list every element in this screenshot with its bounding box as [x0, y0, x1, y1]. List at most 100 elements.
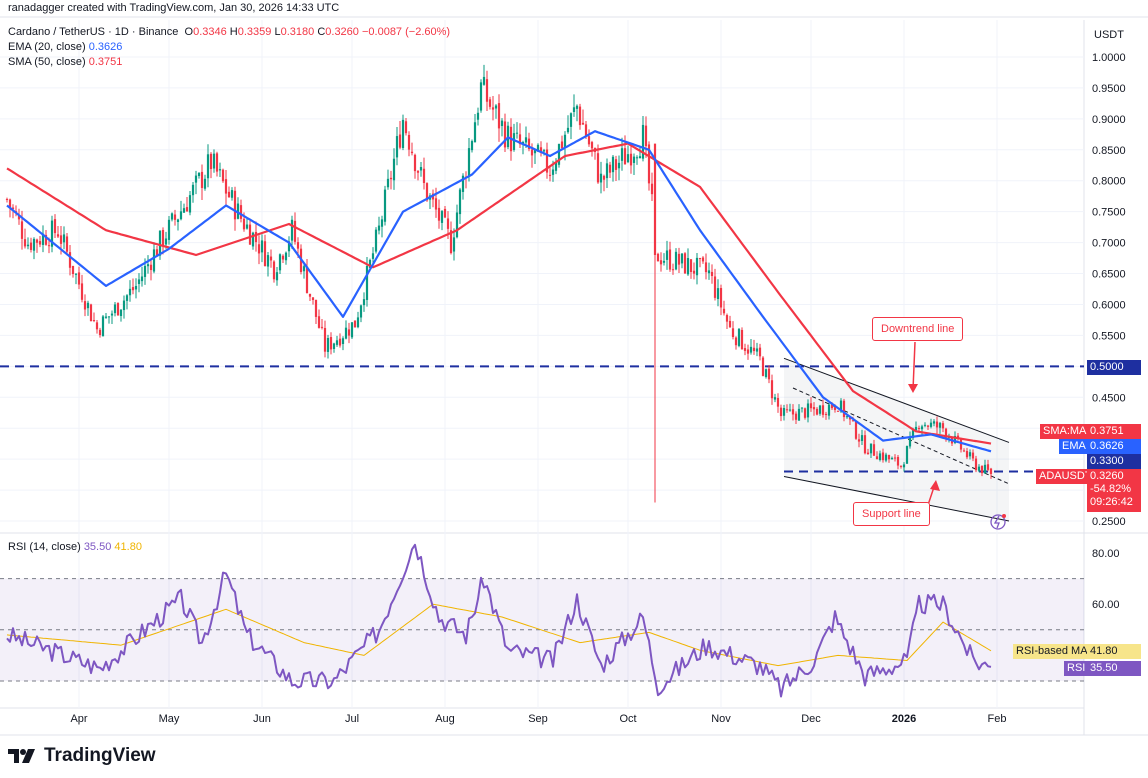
candle-body [161, 229, 165, 247]
candle-body [359, 305, 363, 318]
candle-body [125, 295, 129, 301]
candle-body [641, 124, 645, 159]
candle-body [158, 230, 162, 256]
candle-body [563, 134, 567, 147]
candle-body [875, 456, 879, 460]
time-axis-label: 2026 [892, 713, 916, 725]
candle-body [635, 157, 639, 159]
candle-body [155, 249, 159, 256]
candle-body [887, 455, 891, 460]
low-label: L [274, 26, 281, 38]
candle-body [902, 464, 906, 468]
sma-tag-value: 0.3751 [1087, 424, 1141, 439]
candle-body [827, 404, 831, 416]
alert-dot [1002, 514, 1006, 518]
candle-body [494, 105, 498, 109]
candle-body [380, 219, 384, 227]
candle-body [686, 258, 690, 275]
rsi-ma-tag-label: RSI-based MA [1013, 644, 1091, 659]
support-callout[interactable]: Support line [853, 502, 930, 526]
candle-body [206, 154, 210, 179]
candle-body [101, 316, 105, 337]
rsi-legend[interactable]: RSI (14, close) 35.50 41.80 [8, 541, 142, 553]
candle-body [929, 422, 933, 427]
candle-body [116, 303, 120, 316]
ema-legend[interactable]: EMA (20, close) 0.3626 [8, 41, 122, 53]
candle-body [164, 238, 168, 245]
candle-body [233, 190, 237, 220]
symbol-legend: Cardano / TetherUS · 1D · Binance O0.334… [8, 26, 450, 38]
downtrend-callout[interactable]: Downtrend line [872, 317, 964, 341]
candle-body [143, 265, 147, 277]
candle-body [62, 234, 66, 243]
candle-body [881, 452, 885, 461]
candle-body [656, 253, 660, 262]
candle-body [128, 288, 132, 296]
candle-body [941, 423, 945, 429]
candle-body [5, 199, 9, 201]
candle-body [923, 424, 927, 426]
candle-body [644, 125, 648, 147]
close-label: C [317, 26, 326, 38]
candle-body [842, 400, 846, 418]
candle-body [200, 171, 204, 188]
candle-body [773, 397, 777, 400]
ema-legend-label: EMA (20, close) [8, 41, 86, 53]
sma-tag-label: SMA:MA [1040, 424, 1090, 439]
candle-body [680, 253, 684, 264]
candle-body [623, 148, 627, 165]
candle-body [461, 175, 465, 192]
candle-body [467, 148, 471, 177]
candle-body [317, 316, 321, 328]
candle-body [152, 249, 156, 272]
candle-body [806, 403, 810, 418]
tradingview-logo[interactable]: TradingView [8, 745, 156, 767]
candle-body [776, 398, 780, 407]
candle-body [791, 409, 795, 415]
candle-body [533, 150, 537, 154]
downtrend-line [783, 357, 1010, 443]
candle-body [44, 234, 48, 245]
channel-midline [792, 387, 1010, 485]
candle-body [740, 329, 744, 350]
candle-body [398, 134, 402, 148]
support-line [783, 475, 1010, 522]
candle-body [296, 242, 300, 249]
candle-body [236, 203, 240, 219]
candle-body [323, 327, 327, 352]
candle-body [377, 225, 381, 231]
candle-body [584, 124, 588, 138]
candle-body [944, 428, 948, 438]
candle-body [251, 232, 255, 247]
candle-body [539, 147, 543, 153]
candle-body [209, 153, 213, 170]
candle-body [473, 122, 477, 143]
candle-body [821, 405, 825, 415]
sma-legend[interactable]: SMA (50, close) 0.3751 [8, 56, 122, 68]
candle-body [80, 283, 84, 300]
candle-body [596, 153, 600, 183]
candle-body [914, 426, 918, 431]
time-axis-label: Jun [253, 713, 271, 725]
candle-body [353, 320, 357, 328]
candle-body [74, 273, 78, 275]
candle-body [203, 178, 207, 189]
candle-body [653, 143, 657, 255]
candle-body [542, 150, 546, 152]
candle-body [272, 261, 276, 280]
candle-body [917, 428, 921, 430]
candle-body [77, 272, 81, 285]
candle-body [938, 422, 942, 428]
candle-body [857, 439, 861, 442]
candle-body [662, 260, 666, 263]
candle-body [530, 149, 534, 156]
candle-body [569, 113, 573, 127]
candle-body [59, 235, 63, 244]
candle-body [146, 264, 150, 267]
candle-body [884, 454, 888, 461]
sma-legend-label: SMA (50, close) [8, 56, 86, 68]
candle-body [32, 238, 36, 251]
candle-body [752, 347, 756, 352]
candle-body [56, 234, 60, 237]
